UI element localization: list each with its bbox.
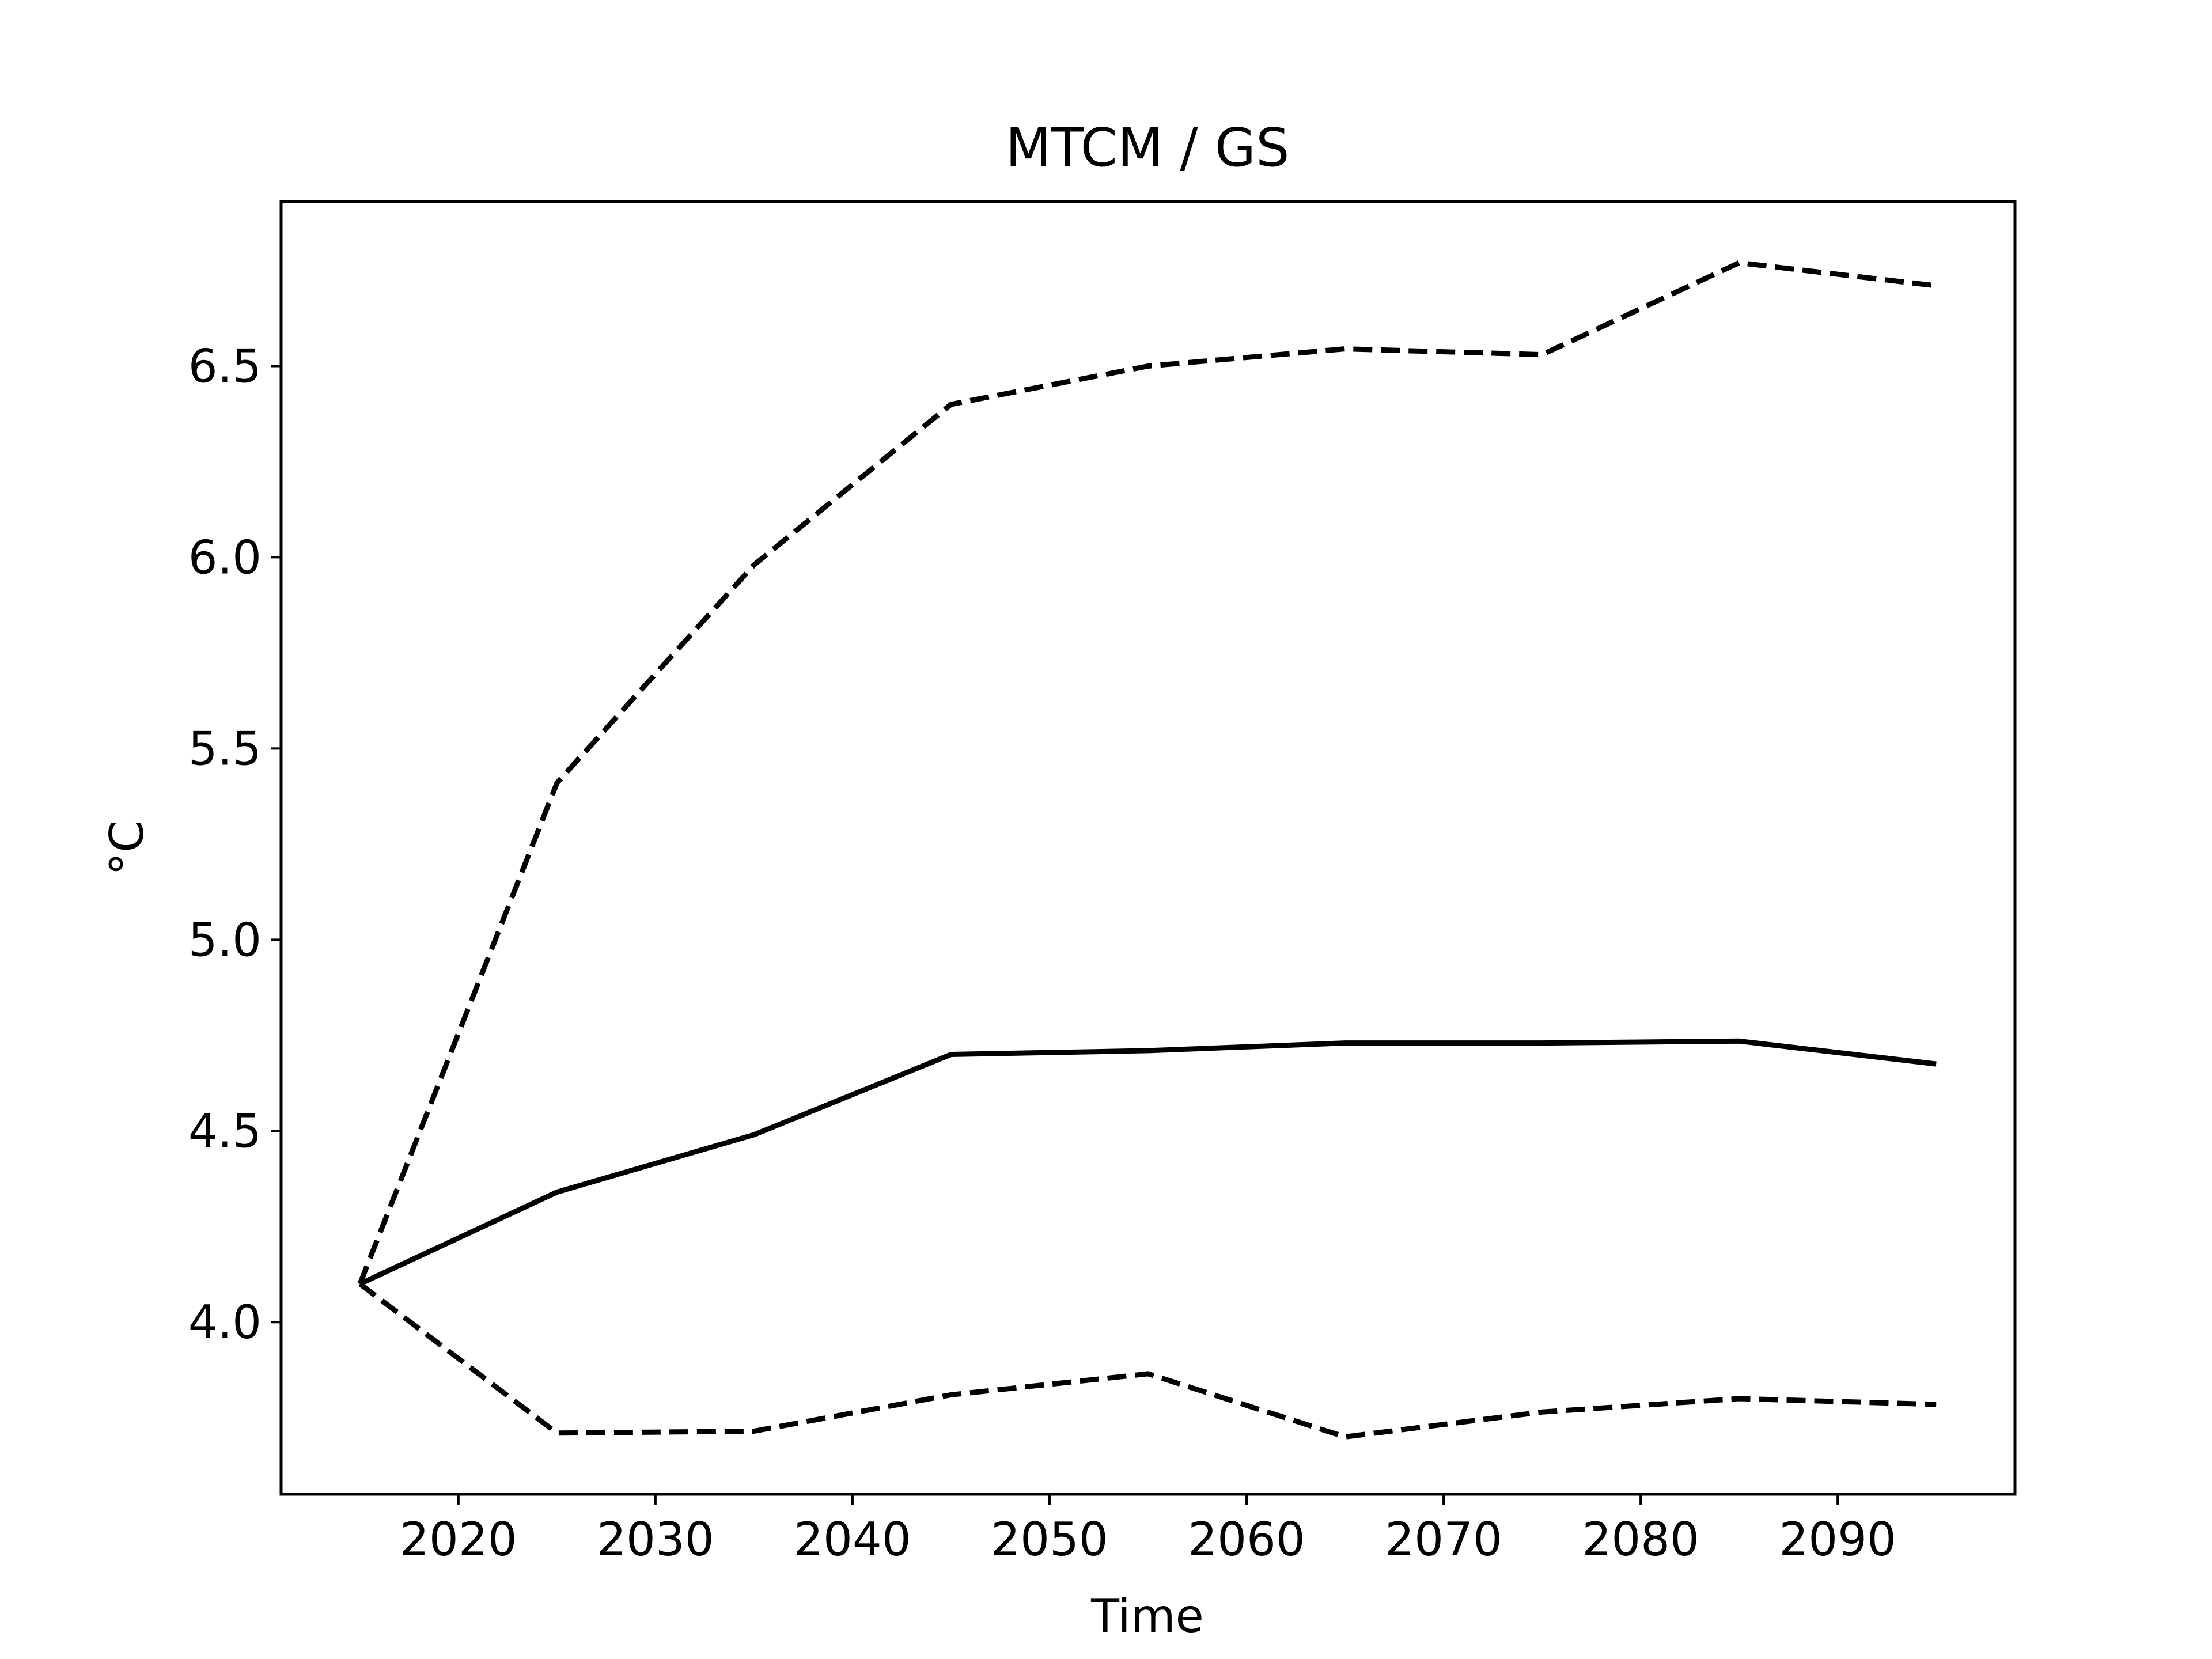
x-tick-label: 2030 (597, 1513, 714, 1566)
y-tick-label: 5.5 (188, 722, 262, 775)
x-tick-label: 2060 (1188, 1513, 1305, 1566)
x-axis-label: Time (1090, 1589, 1204, 1643)
x-tick-label: 2020 (400, 1513, 517, 1566)
plot-area-frame (279, 200, 2017, 1496)
y-tick-label: 5.0 (188, 913, 262, 967)
x-tick-label: 2080 (1582, 1513, 1699, 1566)
y-tick-label: 4.5 (188, 1104, 262, 1158)
series-line-1-solid (358, 1038, 1937, 1286)
y-tick-label: 6.5 (188, 339, 262, 393)
x-tick-label: 2090 (1779, 1513, 1896, 1566)
x-tick-label: 2050 (991, 1513, 1108, 1566)
x-axis-ticks: 2020 2030 2040 2050 2060 2070 2080 2090 (400, 1494, 1896, 1566)
y-tick-label: 6.0 (188, 531, 262, 584)
chart-title: MTCM / GS (1006, 117, 1290, 179)
y-axis-ticks: 4.0 4.5 5.0 5.5 6.0 6.5 (188, 339, 281, 1349)
x-tick-label: 2070 (1385, 1513, 1502, 1566)
y-axis-label: °C (100, 820, 154, 876)
x-tick-label: 2040 (794, 1513, 911, 1566)
series-layer (357, 260, 1937, 1440)
y-tick-label: 4.0 (188, 1296, 262, 1349)
series-line-2-dashed (357, 260, 1937, 1285)
series-line-3-dashed (358, 1282, 1937, 1440)
